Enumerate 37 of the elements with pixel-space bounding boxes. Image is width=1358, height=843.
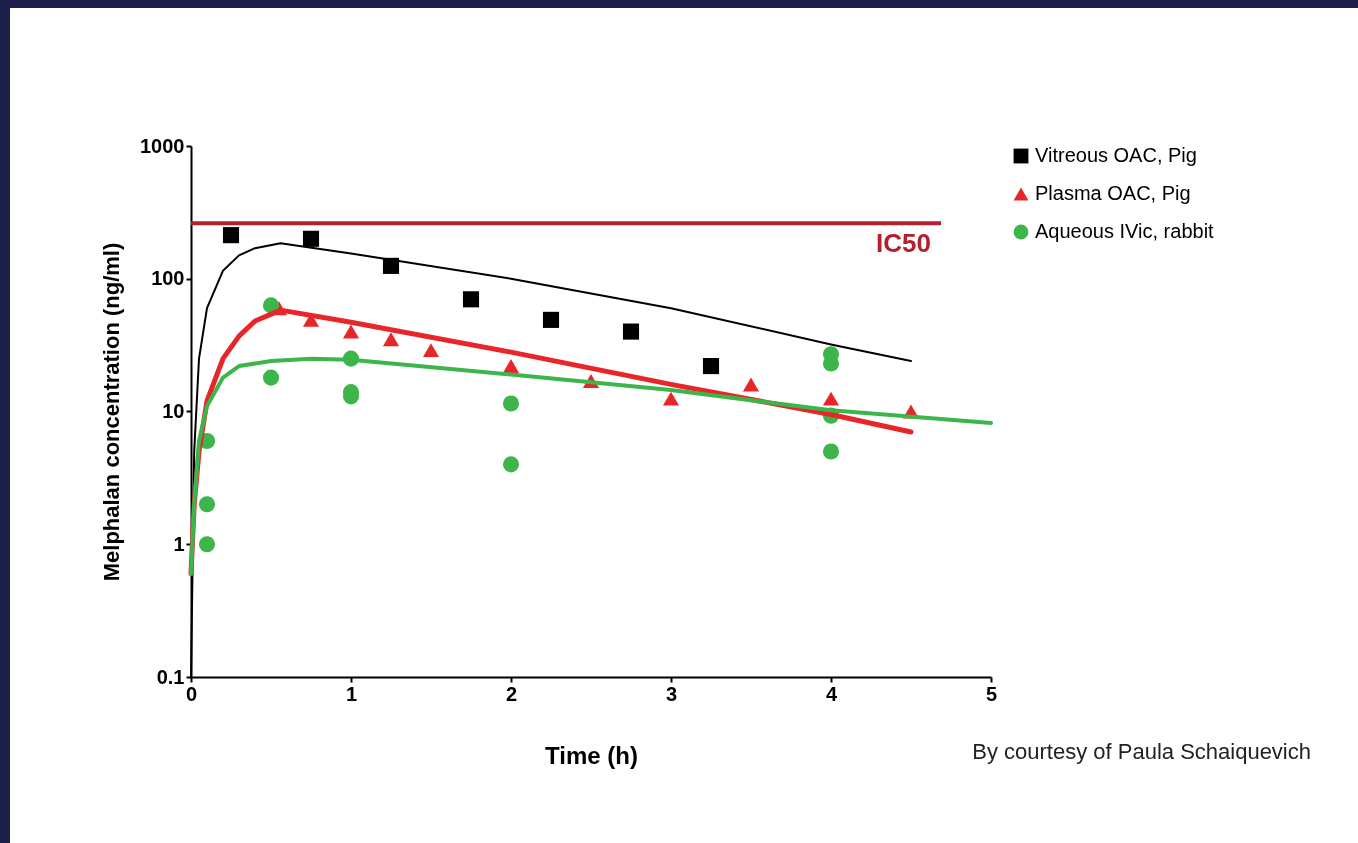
x-tick-label: 5 [985,682,998,705]
legend-label: Aqueous IVic, rabbit [1035,220,1215,242]
point [822,391,840,406]
x-tick-label: 0 [185,682,198,705]
point [502,359,520,374]
point [198,496,216,513]
x-tick-label: 4 [825,682,838,705]
point [702,357,720,375]
y-tick-label: 100 [151,267,185,290]
x-tick-label: 2 [505,682,518,705]
point [222,227,240,244]
point [262,369,280,386]
point [822,443,840,460]
y-axis-title: Melphalan concentration (ng/ml) [99,242,125,582]
text: By courtesy of Paula Schaiquevich [972,739,1311,764]
legend-label: Vitreous OAC, Pig [1035,144,1197,166]
y-tick-label: 0.1 [156,665,185,688]
y-tick-label: 1 [173,532,185,555]
point [502,395,520,412]
point [198,536,216,553]
point [422,343,440,358]
ref-line-label: IC50 [876,228,931,259]
point [382,332,400,347]
point [742,377,760,392]
point [502,456,520,473]
x-axis-title: Time (h) [545,741,638,769]
legend-label: Plasma OAC, Pig [1035,182,1191,204]
x-tick-label: 1 [345,682,358,705]
point [462,291,480,308]
point [342,324,360,339]
point [302,230,320,247]
point [542,311,560,328]
x-tick-label: 3 [665,682,678,705]
point [622,323,640,340]
y-tick-label: 1000 [140,134,185,157]
point [662,391,680,406]
y-tick-label: 10 [162,400,185,422]
